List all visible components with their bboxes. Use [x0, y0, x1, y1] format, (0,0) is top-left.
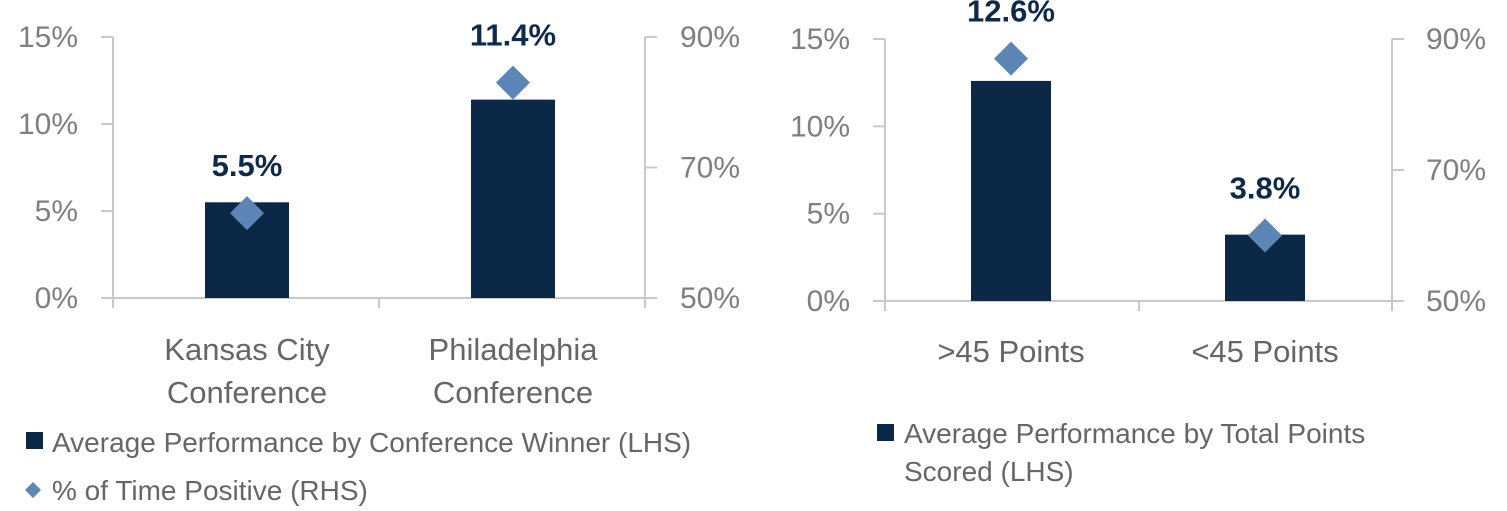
left-tick-label: 10% — [790, 110, 850, 143]
category-label: Philadelphia — [429, 332, 599, 367]
bar — [971, 80, 1051, 301]
legend-label: Average Performance by Conference Winner… — [52, 427, 691, 458]
left-tick-label: 10% — [18, 108, 78, 141]
category-label: <45 Points — [1191, 334, 1338, 369]
left-tick-label: 5% — [807, 198, 850, 231]
category-label: >45 Points — [937, 334, 1084, 369]
legend-label: % of Time Positive (RHS) — [52, 475, 368, 506]
diamond-marker — [1248, 218, 1282, 253]
data-label: 12.6% — [967, 0, 1055, 29]
left-tick-label: 15% — [18, 21, 78, 54]
category-label: Conference — [167, 375, 327, 410]
data-label: 5.5% — [212, 148, 283, 183]
category-label: Conference — [433, 375, 593, 410]
legend-diamond-icon — [25, 482, 41, 498]
right-tick-label: 90% — [680, 21, 740, 54]
right-tick-label: 70% — [1426, 154, 1486, 187]
left-tick-label: 0% — [35, 282, 78, 315]
left-tick-label: 0% — [807, 285, 850, 318]
bar — [471, 99, 555, 298]
diamond-marker — [230, 196, 264, 231]
diamond-marker — [496, 65, 530, 100]
legend-square-icon — [877, 424, 894, 441]
left-tick-label: 5% — [35, 195, 78, 228]
legend-label: Average Performance by Total Points — [904, 418, 1365, 449]
category-label: Kansas City — [164, 332, 330, 367]
right-tick-label: 90% — [1426, 23, 1486, 56]
legend-square-icon — [26, 432, 43, 449]
right-tick-label: 50% — [680, 282, 740, 315]
right-tick-label: 70% — [680, 152, 740, 185]
legend-label: Scored (LHS) — [904, 456, 1074, 487]
diamond-marker — [994, 41, 1028, 76]
data-label: 3.8% — [1230, 171, 1301, 206]
right-tick-label: 50% — [1426, 285, 1486, 318]
left-tick-label: 15% — [790, 23, 850, 56]
data-label: 11.4% — [470, 18, 556, 53]
